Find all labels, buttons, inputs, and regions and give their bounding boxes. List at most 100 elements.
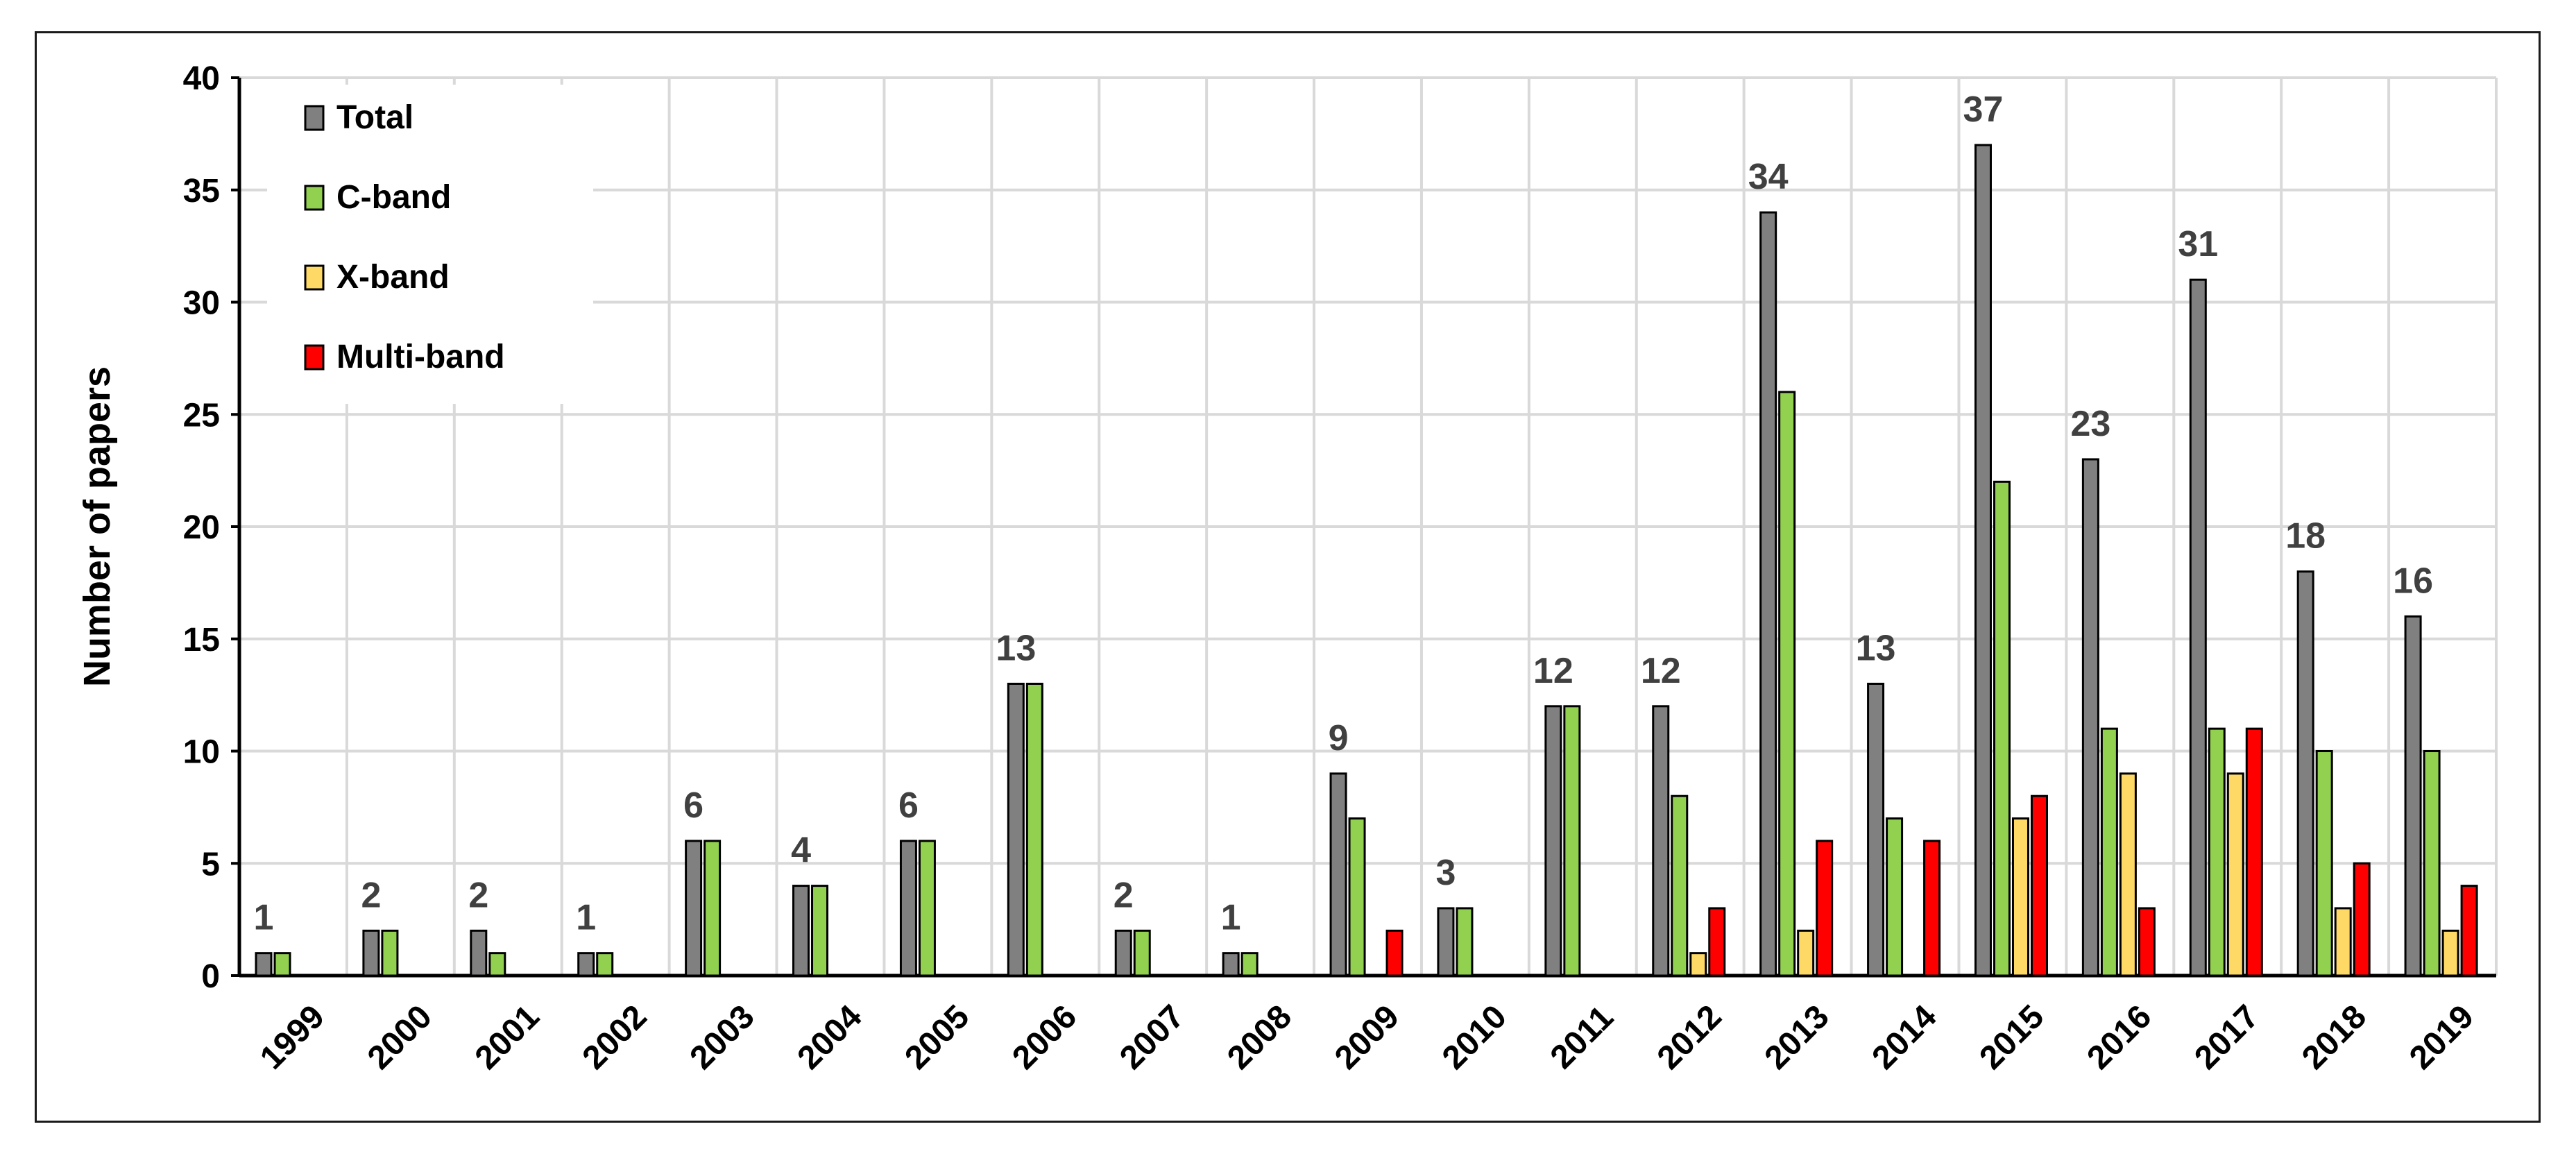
data-label-2014: 13 — [1856, 628, 1896, 668]
bar-total-2018 — [2296, 570, 2314, 977]
bar-c-band-1999 — [273, 952, 291, 977]
x-tick-label-2003: 2003 — [683, 998, 762, 1077]
x-tick-label-2001: 2001 — [468, 998, 547, 1077]
x-tick-label-2005: 2005 — [898, 998, 976, 1077]
y-tick-label: 15 — [183, 622, 220, 658]
bar-total-2005 — [899, 840, 917, 977]
data-label-2016: 23 — [2070, 404, 2110, 444]
data-label-2017: 31 — [2178, 224, 2218, 264]
legend-swatch-multi-band — [304, 344, 325, 371]
x-tick-label-2008: 2008 — [1220, 998, 1299, 1077]
bar-c-band-2000 — [381, 929, 399, 977]
bar-c-band-2018 — [2315, 750, 2333, 977]
bar-c-band-2017 — [2208, 727, 2226, 977]
bar-x-band-2015 — [2011, 817, 2029, 977]
bar-c-band-2002 — [596, 952, 614, 977]
bars — [255, 144, 2478, 977]
data-label-2004: 4 — [791, 831, 811, 871]
data-label-2003: 6 — [683, 785, 703, 826]
bar-x-band-2016 — [2119, 772, 2137, 977]
bar-c-band-2005 — [918, 840, 936, 977]
bar-c-band-2001 — [488, 952, 506, 977]
bar-c-band-2011 — [1563, 705, 1581, 977]
x-tick-label-2018: 2018 — [2295, 998, 2373, 1077]
x-tick-label-2013: 2013 — [1758, 998, 1836, 1077]
data-label-2000: 2 — [361, 875, 381, 915]
bar-multi-band-2018 — [2353, 862, 2371, 977]
bar-total-2008 — [1222, 952, 1240, 977]
bar-x-band-2018 — [2334, 907, 2352, 977]
data-label-2002: 1 — [576, 898, 596, 938]
data-label-2001: 2 — [468, 875, 488, 915]
x-tick-label-2011: 2011 — [1544, 998, 1621, 1076]
bar-total-2000 — [362, 929, 380, 977]
bar-c-band-2019 — [2423, 750, 2441, 977]
bar-total-2016 — [2081, 458, 2099, 977]
bar-total-2001 — [470, 929, 488, 977]
bar-c-band-2010 — [1456, 907, 1474, 977]
data-label-2009: 9 — [1329, 718, 1349, 758]
y-tick-label: 30 — [183, 285, 220, 322]
bar-multi-band-2015 — [2030, 794, 2048, 977]
bar-multi-band-2017 — [2245, 727, 2263, 977]
legend-swatch-total — [304, 105, 325, 131]
bar-multi-band-2012 — [1708, 907, 1726, 977]
bar-total-2019 — [2404, 615, 2422, 977]
legend-swatch-x-band — [304, 264, 325, 291]
x-tick-label-1999: 1999 — [253, 998, 332, 1077]
legend-label-multi-band: Multi-band — [336, 339, 505, 375]
x-tick-label-2002: 2002 — [576, 998, 654, 1077]
x-tick-label-2014: 2014 — [1866, 998, 1944, 1076]
bar-c-band-2012 — [1671, 794, 1689, 977]
x-tick-label-2000: 2000 — [361, 998, 439, 1077]
bar-total-2006 — [1007, 682, 1025, 977]
y-tick-label: 40 — [183, 60, 220, 97]
bar-c-band-2003 — [703, 840, 722, 977]
legend-swatch-c-band — [304, 185, 325, 211]
bar-total-2009 — [1329, 772, 1347, 977]
bar-total-1999 — [255, 952, 273, 977]
bar-c-band-2016 — [2100, 727, 2118, 977]
y-tick-label: 10 — [183, 734, 220, 771]
bar-total-2017 — [2189, 278, 2207, 977]
x-tick-label-2019: 2019 — [2403, 998, 2481, 1077]
bar-multi-band-2009 — [1385, 929, 1404, 977]
x-tick-label-2006: 2006 — [1005, 998, 1084, 1077]
y-tick-label: 0 — [201, 958, 220, 995]
bar-c-band-2014 — [1886, 817, 1904, 977]
bar-total-2013 — [1759, 211, 1777, 977]
x-tick-label-2007: 2007 — [1113, 998, 1191, 1077]
legend-label-c-band: C-band — [336, 179, 451, 216]
x-tick-label-2004: 2004 — [791, 998, 869, 1076]
bar-total-2011 — [1544, 705, 1562, 977]
bar-total-2003 — [685, 840, 703, 977]
bar-multi-band-2016 — [2138, 907, 2156, 977]
bar-total-2004 — [792, 885, 810, 977]
data-label-1999: 1 — [254, 898, 274, 938]
data-label-2012: 12 — [1641, 651, 1681, 691]
bar-multi-band-2019 — [2460, 885, 2478, 977]
bar-c-band-2013 — [1778, 391, 1796, 977]
data-label-2013: 34 — [1748, 157, 1789, 197]
x-tick-label-2010: 2010 — [1435, 998, 1514, 1077]
bar-total-2014 — [1867, 682, 1885, 977]
x-tick-label-2009: 2009 — [1328, 998, 1406, 1077]
legend-label-x-band: X-band — [336, 259, 450, 296]
x-tick-label-2017: 2017 — [2187, 998, 2266, 1077]
y-axis-label: Number of papers — [76, 366, 118, 687]
y-tick-label: 20 — [183, 509, 220, 546]
bar-c-band-2007 — [1133, 929, 1151, 977]
bar-x-band-2017 — [2226, 772, 2244, 977]
legend: Total C-band X-band Multi-band — [267, 85, 593, 404]
bar-total-2007 — [1114, 929, 1132, 977]
y-tick-label: 25 — [183, 397, 220, 434]
bar-multi-band-2013 — [1816, 840, 1834, 977]
bar-total-2002 — [577, 952, 595, 977]
x-tick-label-2015: 2015 — [1972, 998, 2051, 1077]
data-label-2019: 16 — [2393, 561, 2433, 601]
bar-x-band-2019 — [2441, 929, 2459, 977]
bar-x-band-2012 — [1689, 952, 1707, 977]
bar-x-band-2013 — [1797, 929, 1815, 977]
